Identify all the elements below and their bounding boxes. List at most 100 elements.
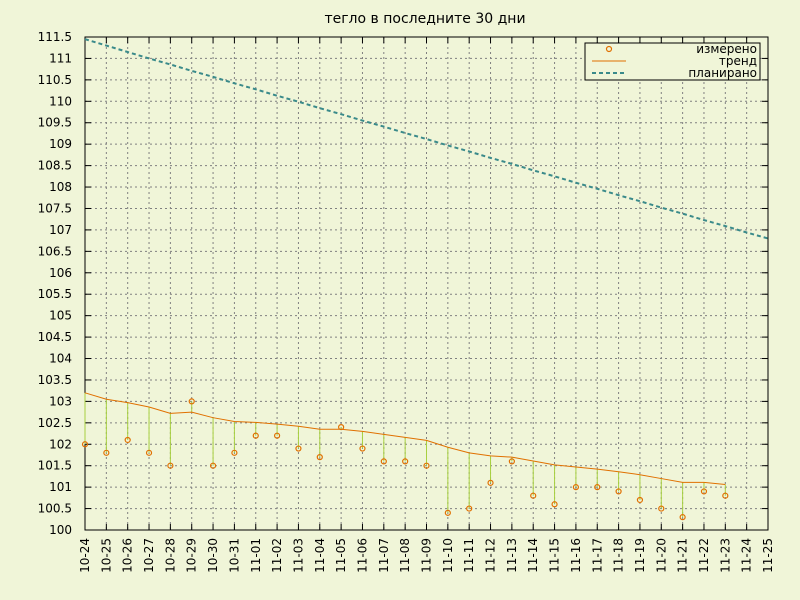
measured-point (316, 454, 323, 461)
x-tick-label: 11-22 (697, 538, 711, 573)
y-tick-label: 100 (49, 523, 72, 537)
y-tick-label: 106.5 (38, 244, 72, 258)
trend-series (84, 392, 726, 486)
measured-point (508, 458, 515, 465)
y-tick-label: 107.5 (38, 201, 72, 215)
y-tick-label: 103.5 (38, 373, 72, 387)
x-axis-ticks: 10-24 10-25 10-26 10-27 10-28 10-29 10-30 10-31… (78, 37, 775, 573)
measured-point (722, 492, 729, 499)
x-tick-label: 10-30 (206, 538, 220, 573)
measured-point (81, 441, 89, 448)
x-tick-label: 11-06 (355, 538, 369, 573)
y-tick-label: 105.5 (38, 287, 72, 301)
legend-label: измерено (696, 42, 757, 56)
x-tick-label: 11-15 (548, 538, 562, 573)
y-tick-label: 111 (49, 51, 72, 65)
measured-points (81, 398, 729, 521)
measured-impulses (84, 392, 726, 518)
x-tick-label: 11-18 (612, 538, 626, 573)
y-tick-label: 108.5 (38, 159, 72, 173)
trend-line (84, 392, 726, 486)
y-tick-label: 106 (49, 266, 72, 280)
y-tick-label: 107 (49, 223, 72, 237)
legend-entry: тренд (592, 54, 757, 68)
y-tick-label: 109.5 (38, 116, 72, 130)
x-tick-label: 11-02 (270, 538, 284, 573)
x-tick-label: 10-27 (142, 538, 156, 573)
y-tick-label: 100.5 (38, 502, 72, 516)
x-tick-label: 11-09 (420, 538, 434, 573)
x-tick-label: 10-28 (163, 538, 177, 573)
measured-point (359, 445, 366, 452)
x-tick-label: 11-12 (484, 538, 498, 573)
x-tick-label: 11-19 (633, 538, 647, 573)
x-tick-label: 11-03 (291, 538, 305, 573)
legend-label: тренд (719, 54, 757, 68)
measured-point (188, 398, 195, 405)
measured-point (402, 458, 409, 465)
x-tick-label: 11-25 (761, 538, 775, 573)
y-tick-label: 101.5 (38, 459, 72, 473)
x-tick-label: 11-20 (654, 538, 668, 573)
y-tick-label: 105 (49, 309, 72, 323)
measured-point (700, 488, 708, 495)
legend-entry: измерено (605, 42, 757, 56)
x-tick-label: 11-08 (398, 538, 412, 573)
x-tick-label: 11-10 (441, 538, 455, 573)
measured-point (615, 488, 622, 495)
measured-point (572, 484, 580, 491)
y-tick-label: 103 (49, 394, 72, 408)
measured-point (273, 432, 281, 439)
measured-point (380, 458, 387, 465)
x-tick-label: 11-01 (249, 538, 263, 573)
x-tick-label: 11-13 (505, 538, 519, 573)
y-tick-label: 101 (49, 480, 72, 494)
measured-point (636, 496, 644, 504)
x-tick-label: 11-23 (718, 538, 732, 573)
x-tick-label: 10-31 (227, 538, 241, 573)
x-tick-label: 11-24 (740, 538, 754, 573)
y-tick-label: 110.5 (38, 73, 72, 87)
x-tick-label: 10-24 (78, 538, 92, 573)
measured-point (423, 462, 430, 469)
measured-point (145, 449, 153, 456)
measured-point (530, 492, 537, 499)
measured-point (209, 462, 217, 469)
measured-point (295, 445, 302, 452)
measured-point (594, 484, 601, 491)
chart-title: тегло в последните 30 дни (324, 11, 525, 27)
y-tick-label: 108 (49, 180, 72, 194)
legend-swatch-point (605, 45, 613, 53)
measured-point (103, 449, 110, 456)
x-tick-label: 11-14 (526, 538, 540, 573)
x-tick-label: 10-25 (99, 538, 113, 573)
y-tick-label: 111.5 (38, 30, 72, 44)
x-tick-label: 11-21 (676, 538, 690, 573)
measured-point (124, 436, 131, 444)
measured-point (444, 509, 451, 516)
measured-point (231, 449, 238, 456)
y-tick-label: 109 (49, 137, 72, 151)
measured-point (487, 479, 494, 486)
y-tick-label: 104 (49, 352, 72, 366)
legend-entry: планирано (592, 66, 757, 80)
y-tick-label: 110 (49, 94, 72, 108)
x-tick-label: 11-11 (462, 538, 476, 573)
measured-point (658, 505, 665, 512)
x-tick-label: 11-05 (334, 538, 348, 573)
measured-point (466, 505, 473, 512)
measured-point (551, 501, 558, 508)
legend-label: планирано (688, 66, 757, 80)
y-axis-ticks: 100 100.5 101 101.5 102 102.5 103 103.5 104 104.5… (38, 30, 768, 537)
y-tick-label: 104.5 (38, 330, 72, 344)
x-tick-label: 11-16 (569, 538, 583, 573)
measured-point (252, 432, 259, 439)
y-tick-label: 102.5 (38, 416, 72, 430)
measured-point (679, 514, 686, 521)
measured-point (167, 462, 174, 469)
x-tick-label: 11-17 (590, 538, 604, 573)
x-tick-label: 11-04 (313, 538, 327, 573)
